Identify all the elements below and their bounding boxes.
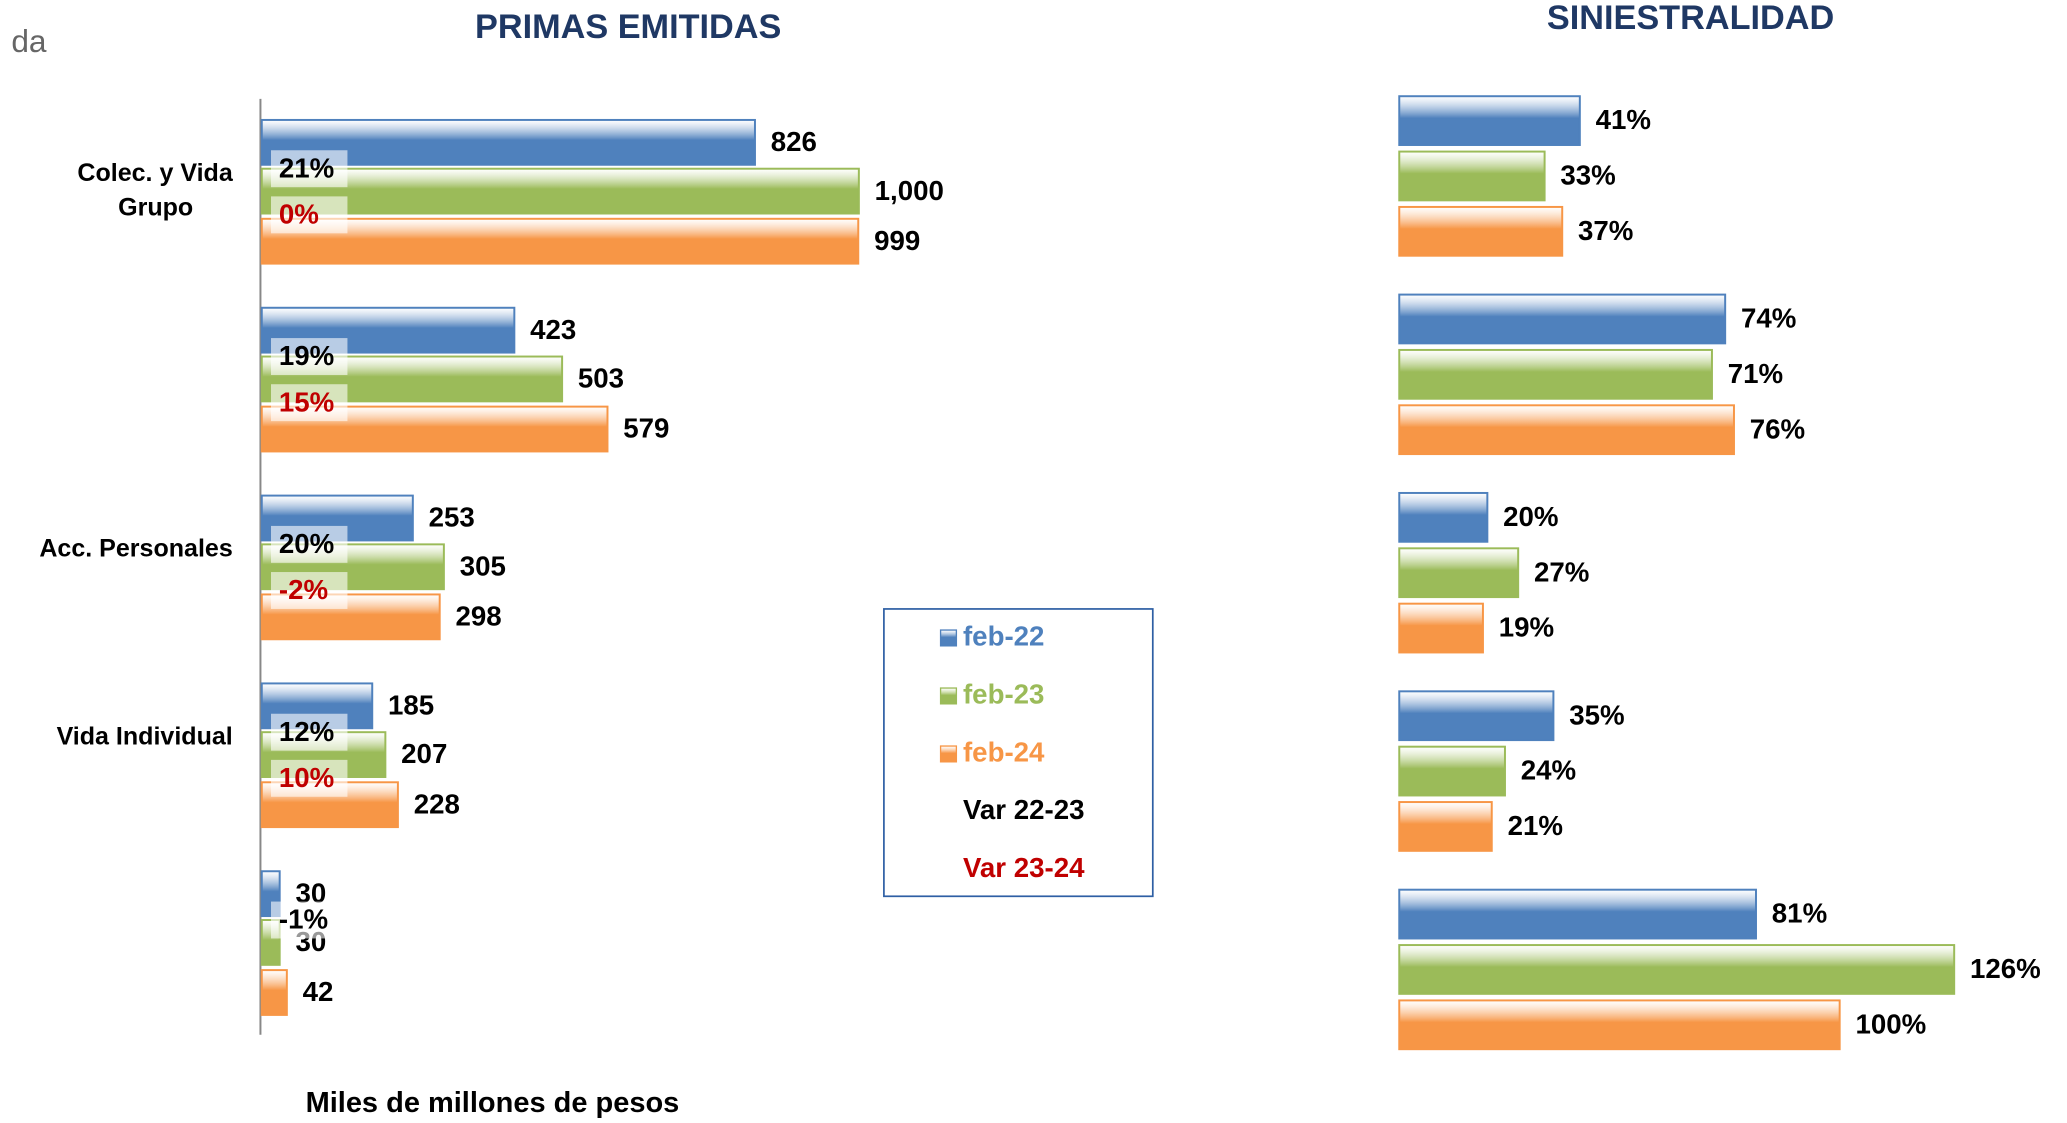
label-box	[270, 572, 348, 609]
legend-label: Var 22-23	[963, 794, 1084, 825]
category-label: Vida Individual	[57, 722, 233, 750]
data-label: 253	[429, 502, 475, 533]
variation-label: 20%	[279, 528, 334, 559]
variation-label: -1%	[279, 904, 328, 935]
data-label: 100%	[1855, 1008, 1926, 1039]
bar	[260, 167, 860, 215]
data-label: 27%	[1534, 556, 1589, 587]
variation-label: 0%	[279, 198, 319, 229]
data-label: 20%	[1503, 501, 1558, 532]
legend-marker	[939, 745, 958, 763]
data-label: 298	[456, 600, 502, 631]
bar	[260, 969, 288, 1016]
bar	[1398, 745, 1506, 797]
variation-label: 15%	[279, 386, 334, 417]
label-box	[270, 196, 348, 234]
data-label: 228	[414, 788, 460, 819]
data-label: 42	[303, 976, 334, 1007]
bar	[1398, 547, 1520, 599]
variation-label: 21%	[279, 152, 334, 183]
data-label: 21%	[1508, 810, 1563, 841]
legend-marker	[939, 687, 958, 705]
legend-label: feb-23	[963, 678, 1044, 709]
bar	[1398, 95, 1581, 146]
variation-label: 19%	[279, 340, 334, 371]
bar	[260, 217, 860, 265]
data-label: 1,000	[875, 175, 944, 206]
data-label: 207	[401, 738, 447, 769]
data-label: 81%	[1772, 898, 1827, 929]
data-label: 826	[771, 126, 817, 157]
category-label: Acc. Personales	[39, 534, 232, 562]
label-box	[270, 759, 348, 797]
x-axis-label: Miles de millones de pesos	[306, 1087, 680, 1119]
data-label: 24%	[1521, 755, 1576, 786]
data-label: 503	[578, 363, 624, 394]
bar	[1398, 690, 1555, 742]
label-box	[270, 338, 348, 375]
bar	[1398, 404, 1735, 456]
data-label: 41%	[1596, 104, 1651, 135]
label-box	[270, 525, 348, 563]
chart-title: PRIMAS EMITIDAS	[475, 8, 781, 46]
variation-label: 10%	[279, 762, 334, 793]
bar	[1398, 888, 1757, 940]
label-box	[270, 901, 348, 939]
legend-label: feb-22	[963, 620, 1044, 651]
legend-label: feb-24	[963, 736, 1045, 767]
label-box	[270, 150, 348, 188]
bar	[1398, 293, 1727, 345]
variation-label: 12%	[279, 716, 334, 747]
bar	[1398, 348, 1713, 400]
bar	[1398, 944, 1956, 995]
bar	[1398, 801, 1493, 852]
legend-box	[883, 608, 1154, 898]
data-label: 37%	[1578, 215, 1633, 246]
data-label: 305	[460, 550, 506, 581]
data-label: 76%	[1750, 413, 1805, 444]
page-text: da	[11, 23, 47, 59]
chart-title: SINIESTRALIDAD	[1547, 0, 1834, 37]
bar	[1398, 602, 1484, 654]
data-label: 999	[874, 225, 920, 256]
legend-label: Var 23-24	[963, 852, 1085, 883]
category-label: Colec. y Vida Grupo	[77, 159, 233, 221]
label-box	[270, 384, 348, 422]
data-label: 579	[623, 413, 669, 444]
data-label: 126%	[1970, 953, 2041, 984]
bar	[1398, 150, 1546, 202]
bar	[1398, 205, 1564, 257]
data-label: 74%	[1741, 303, 1796, 334]
variation-label: -2%	[279, 574, 328, 605]
data-label: 71%	[1728, 358, 1783, 389]
bar	[1398, 999, 1841, 1051]
bar	[1398, 491, 1489, 543]
legend-marker	[939, 629, 958, 647]
data-label: 35%	[1569, 699, 1624, 730]
data-label: 33%	[1560, 160, 1615, 191]
data-label: 19%	[1499, 612, 1554, 643]
data-label: 185	[388, 689, 434, 720]
label-box	[270, 713, 348, 751]
data-label: 423	[530, 314, 576, 345]
